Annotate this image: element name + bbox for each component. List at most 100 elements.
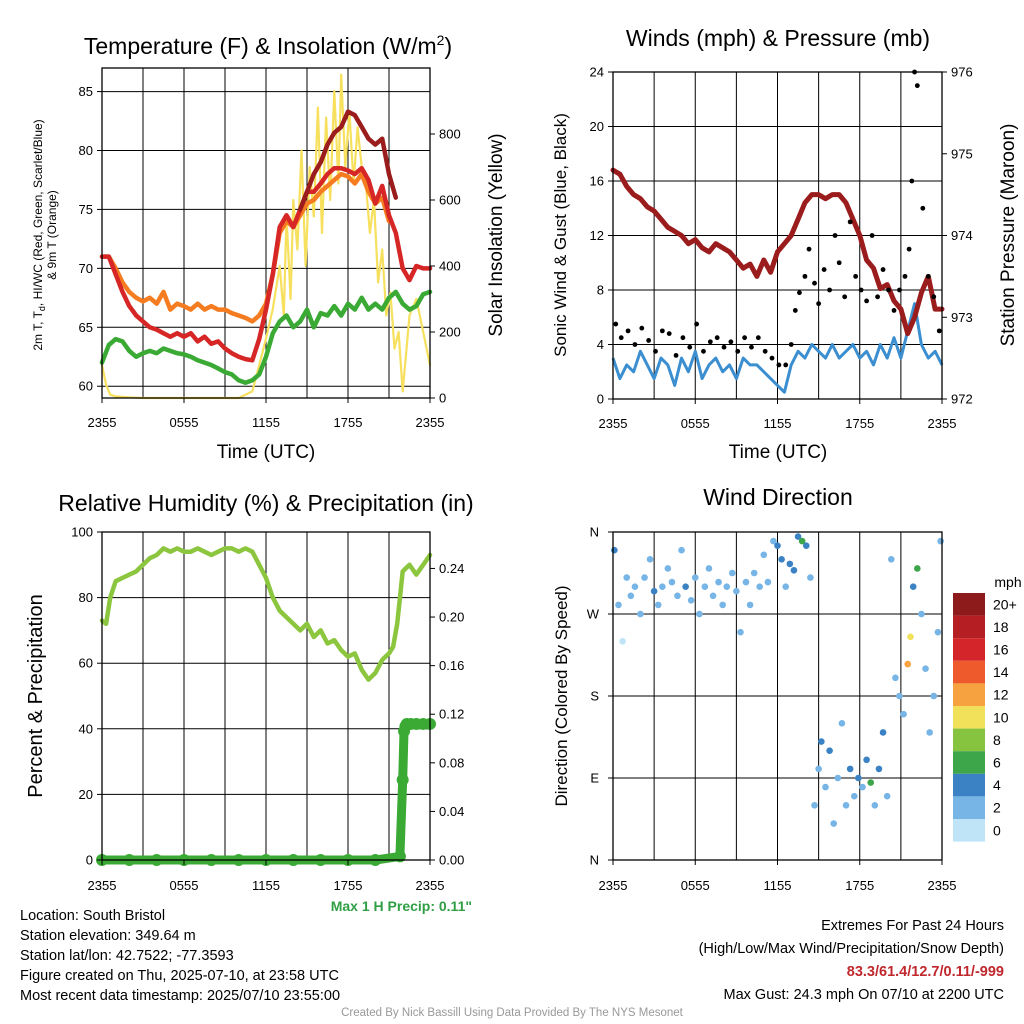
temp-xtick-label: 2355 bbox=[88, 415, 117, 430]
wind-direction-point bbox=[867, 779, 875, 786]
rh-panel: 2355 0555 1155 1755 2355 0 20 40 60 80 100 0.00 0.04… bbox=[71, 525, 464, 894]
wind-direction-point bbox=[807, 574, 814, 581]
wind-direction-point bbox=[611, 546, 618, 554]
gust-point bbox=[920, 205, 926, 211]
wind-direction-point bbox=[826, 747, 833, 754]
winds-xtick-label: 1755 bbox=[845, 416, 874, 431]
gust-point bbox=[847, 219, 853, 225]
wind-direction-point bbox=[859, 783, 866, 791]
temp-xtick-label: 2355 bbox=[416, 415, 445, 430]
winds-ytick-label: 12 bbox=[590, 228, 604, 243]
gust-point bbox=[646, 338, 652, 343]
wdir-ytick-label: N bbox=[590, 853, 599, 868]
rh-y2-ytick-label: 0.24 bbox=[439, 561, 464, 576]
colorbar-label: 6 bbox=[993, 755, 1001, 771]
temp-panel-title: Temperature (F) & Insolation (W/m2) bbox=[84, 32, 452, 59]
rh-max-precip: Max 1 H Precip: 0.11" bbox=[331, 898, 472, 914]
wind-direction-point bbox=[930, 692, 938, 700]
winds-y2-ytick-label: 973 bbox=[951, 310, 973, 325]
wind-direction-point bbox=[842, 802, 850, 809]
colorbar-swatch bbox=[953, 728, 985, 752]
wind-direction-point bbox=[909, 583, 917, 590]
sonic-wind-line bbox=[611, 302, 944, 394]
wind-direction-point bbox=[705, 565, 713, 572]
wind-direction-point bbox=[650, 587, 658, 595]
colorbar-label: 2 bbox=[993, 800, 1001, 816]
gust-point bbox=[653, 348, 658, 354]
wind-direction-point bbox=[879, 729, 887, 736]
wind-direction-point bbox=[674, 592, 681, 600]
wind-direction-point bbox=[770, 537, 777, 545]
wind-direction-point bbox=[709, 592, 717, 600]
winds-y2-ytick-label: 976 bbox=[951, 65, 973, 80]
temperature-9m-line bbox=[99, 171, 392, 324]
gust-point bbox=[812, 280, 817, 286]
wind-direction-point bbox=[646, 556, 654, 563]
temp-y2-ytick-label: 0 bbox=[439, 391, 446, 406]
colorbar-label: 16 bbox=[993, 642, 1009, 658]
rh-ytick-label: 60 bbox=[79, 656, 93, 671]
wind-direction-point bbox=[846, 765, 854, 773]
gust-point bbox=[694, 321, 700, 327]
wind-direction-point bbox=[682, 583, 689, 590]
wind-direction-point bbox=[811, 802, 818, 809]
rh-xtick-label: 1755 bbox=[334, 878, 363, 893]
wdir-xtick-label: 0555 bbox=[681, 878, 710, 893]
temp-xtick-label: 1155 bbox=[252, 415, 280, 430]
wdir-ytick-label: N bbox=[590, 525, 599, 540]
rh-y2-ytick-label: 0.08 bbox=[439, 755, 464, 770]
gust-point bbox=[827, 287, 832, 293]
gust-point bbox=[886, 287, 891, 293]
extremes-title: Extremes For Past 24 Hours bbox=[821, 918, 1004, 934]
winds-y2-ytick-label: 974 bbox=[951, 228, 973, 243]
temp-y2-ytick-label: 600 bbox=[439, 193, 461, 208]
winds-y2-ytick-label: 972 bbox=[951, 392, 973, 407]
colorbar-swatch bbox=[953, 819, 985, 842]
wind-direction-point bbox=[818, 738, 825, 745]
gust-point bbox=[832, 233, 838, 238]
gust-point bbox=[776, 362, 782, 368]
rh-y2-ytick-label: 0.20 bbox=[439, 610, 464, 625]
wind-direction-point bbox=[822, 783, 829, 791]
rh-ytick-label: 100 bbox=[71, 525, 93, 540]
wind-direction-point bbox=[918, 610, 925, 618]
wind-direction-point bbox=[875, 765, 883, 773]
wind-direction-point bbox=[926, 729, 933, 736]
temp-y2-ytick-label: 800 bbox=[439, 127, 461, 142]
gust-point bbox=[869, 233, 875, 238]
winds-ylabel-left: Sonic Wind & Gust (Blue, Black) bbox=[551, 113, 570, 357]
rh-y2-ytick-label: 0.16 bbox=[439, 658, 464, 673]
gust-point bbox=[742, 335, 747, 341]
rh-xtick-label: 2355 bbox=[416, 878, 445, 893]
rh-y2-ytick-label: 0.00 bbox=[439, 853, 464, 868]
rh-ytick-label: 20 bbox=[79, 787, 93, 802]
colorbar-swatch bbox=[953, 683, 985, 706]
gust-point bbox=[797, 290, 802, 296]
wind-direction-point bbox=[668, 578, 676, 586]
wind-direction-point bbox=[664, 565, 672, 572]
winds-ytick-label: 8 bbox=[597, 283, 604, 298]
gust-point bbox=[673, 353, 679, 358]
wind-direction-point bbox=[723, 583, 731, 590]
wind-direction-point bbox=[631, 583, 639, 590]
gust-point bbox=[909, 178, 915, 184]
wind-direction-point bbox=[896, 692, 903, 700]
wind-direction-point bbox=[641, 574, 648, 581]
gust-point bbox=[858, 287, 864, 293]
relative-humidity-line bbox=[99, 546, 433, 682]
rh-ytick-label: 0 bbox=[86, 853, 93, 868]
extremes-max-gust: Max Gust: 24.3 mph On 07/10 at 2200 UTC bbox=[723, 987, 1004, 1003]
wind-direction-point bbox=[774, 542, 781, 549]
wind-direction-point bbox=[760, 551, 768, 559]
heat-index-line bbox=[297, 109, 399, 212]
info-recent: Most recent data timestamp: 2025/07/10 2… bbox=[20, 988, 341, 1004]
colorbar-swatch bbox=[953, 796, 985, 819]
info-created: Figure created on Thu, 2025-07-10, at 23… bbox=[20, 968, 339, 984]
winds-xlabel: Time (UTC) bbox=[729, 442, 828, 463]
wind-direction-point bbox=[750, 569, 758, 577]
gust-point bbox=[735, 348, 741, 354]
wind-direction-point bbox=[733, 587, 740, 595]
